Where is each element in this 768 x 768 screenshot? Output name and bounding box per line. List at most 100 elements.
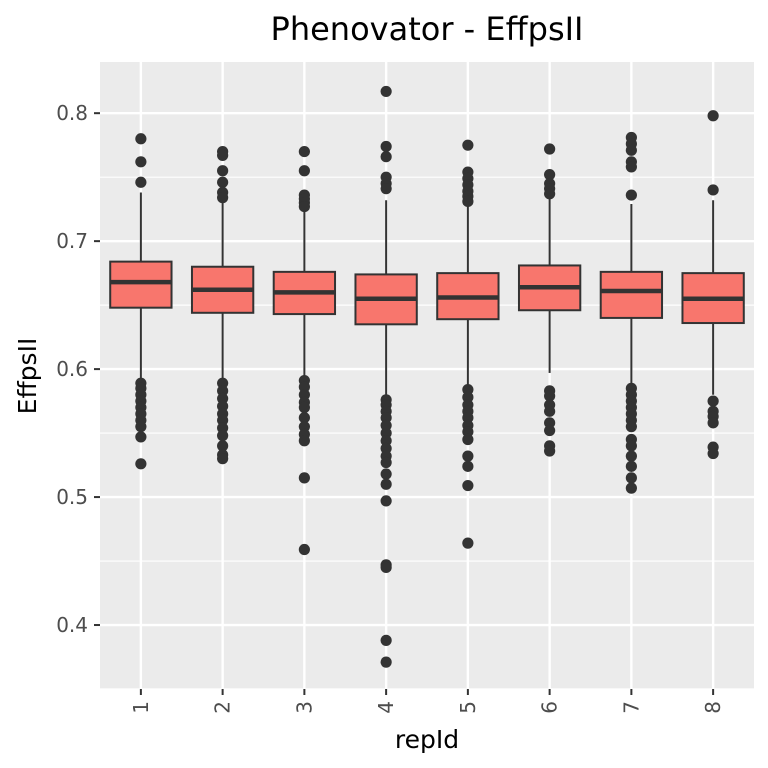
outlier-point <box>380 183 392 195</box>
outlier-point <box>217 422 229 434</box>
outlier-point <box>462 537 474 549</box>
outlier-point <box>217 392 229 405</box>
chart-title: Phenovator - EffpsII <box>271 10 584 48</box>
outlier-point <box>135 156 147 168</box>
outlier-point <box>135 421 147 433</box>
x-tick-label: 3 <box>292 701 316 714</box>
panel-background <box>100 62 754 689</box>
outlier-point <box>380 634 392 646</box>
outlier-point <box>135 431 147 443</box>
outlier-point <box>380 435 392 447</box>
x-axis-title: repId <box>395 725 459 754</box>
box-group-7 <box>599 131 664 494</box>
outlier-point <box>380 495 392 507</box>
outlier-point <box>462 450 474 462</box>
outlier-point <box>217 440 229 452</box>
outlier-point <box>380 468 392 480</box>
outlier-point <box>462 391 474 403</box>
outlier-point <box>625 144 637 156</box>
outlier-point <box>544 405 556 417</box>
outlier-point <box>380 140 392 153</box>
outlier-point <box>625 421 637 433</box>
y-tick-label: 0.6 <box>56 357 88 381</box>
outlier-point <box>298 421 310 433</box>
outlier-point <box>135 176 147 188</box>
box-group-6 <box>517 143 582 457</box>
x-tick-label: 6 <box>538 701 562 714</box>
y-axis-title: EffpsII <box>13 338 42 415</box>
outlier-point <box>707 110 719 122</box>
outlier-point <box>217 385 229 397</box>
y-tick-label: 0.8 <box>56 101 88 125</box>
outlier-point <box>298 145 310 158</box>
outlier-point <box>625 450 637 462</box>
box-group-1 <box>109 133 173 470</box>
outlier-point <box>217 430 229 442</box>
outlier-point <box>380 151 392 163</box>
outlier-point <box>217 149 229 162</box>
outlier-point <box>544 169 556 181</box>
outlier-point <box>380 478 392 490</box>
box-group-4 <box>354 85 418 668</box>
outlier-point <box>462 479 474 492</box>
outlier-point <box>544 417 556 429</box>
outlier-point <box>625 440 637 452</box>
x-tick-label: 2 <box>211 701 235 714</box>
outlier-point <box>625 482 637 494</box>
x-tick-label: 1 <box>129 701 153 714</box>
outlier-point <box>625 472 637 484</box>
outlier-point <box>217 377 229 389</box>
outlier-point <box>380 419 392 432</box>
outlier-point <box>462 383 474 396</box>
outlier-point <box>298 472 310 484</box>
outlier-point <box>298 389 310 401</box>
outlier-point <box>217 414 229 426</box>
outlier-point <box>380 561 392 574</box>
outlier-point <box>462 412 474 424</box>
outlier-point <box>380 442 392 455</box>
outlier-point <box>707 184 719 196</box>
outlier-point <box>298 412 310 424</box>
outlier-point <box>380 456 392 469</box>
outlier-point <box>625 161 637 173</box>
outlier-point <box>462 195 474 208</box>
outlier-point <box>135 133 147 145</box>
outlier-point <box>380 656 392 668</box>
y-tick-label: 0.4 <box>56 613 88 637</box>
outlier-point <box>707 447 719 460</box>
box-group-2 <box>190 145 255 465</box>
outlier-point <box>625 460 637 472</box>
outlier-point <box>544 424 556 437</box>
x-tick-label: 7 <box>619 701 643 714</box>
outlier-point <box>298 435 310 447</box>
y-tick-label: 0.5 <box>56 485 88 509</box>
y-axis: 0.4 0.5 0.6 0.7 0.8 <box>56 101 100 637</box>
outlier-point <box>707 417 719 429</box>
outlier-point <box>135 458 147 470</box>
boxes-layer <box>109 85 745 668</box>
outlier-point <box>217 176 229 188</box>
outlier-point <box>462 433 474 446</box>
outlier-point <box>217 400 229 412</box>
box-iqr <box>109 260 173 309</box>
box-group-3 <box>272 145 337 556</box>
outlier-point <box>544 390 556 402</box>
box-group-8 <box>681 110 745 460</box>
outlier-point <box>544 445 556 457</box>
outlier-point <box>462 426 474 438</box>
outlier-point <box>380 412 392 424</box>
x-tick-label: 8 <box>701 701 725 714</box>
x-tick-label: 4 <box>374 701 398 714</box>
outlier-point <box>544 188 556 200</box>
outlier-point <box>462 460 474 472</box>
outlier-point <box>217 453 229 465</box>
box-group-5 <box>436 139 500 549</box>
outlier-point <box>625 189 637 201</box>
box-iqr <box>599 270 664 319</box>
outlier-point <box>298 381 310 393</box>
outlier-point <box>380 85 392 98</box>
outlier-point <box>298 401 310 414</box>
x-tick-label: 5 <box>456 701 480 714</box>
outlier-point <box>380 427 392 439</box>
outlier-point <box>544 143 556 155</box>
